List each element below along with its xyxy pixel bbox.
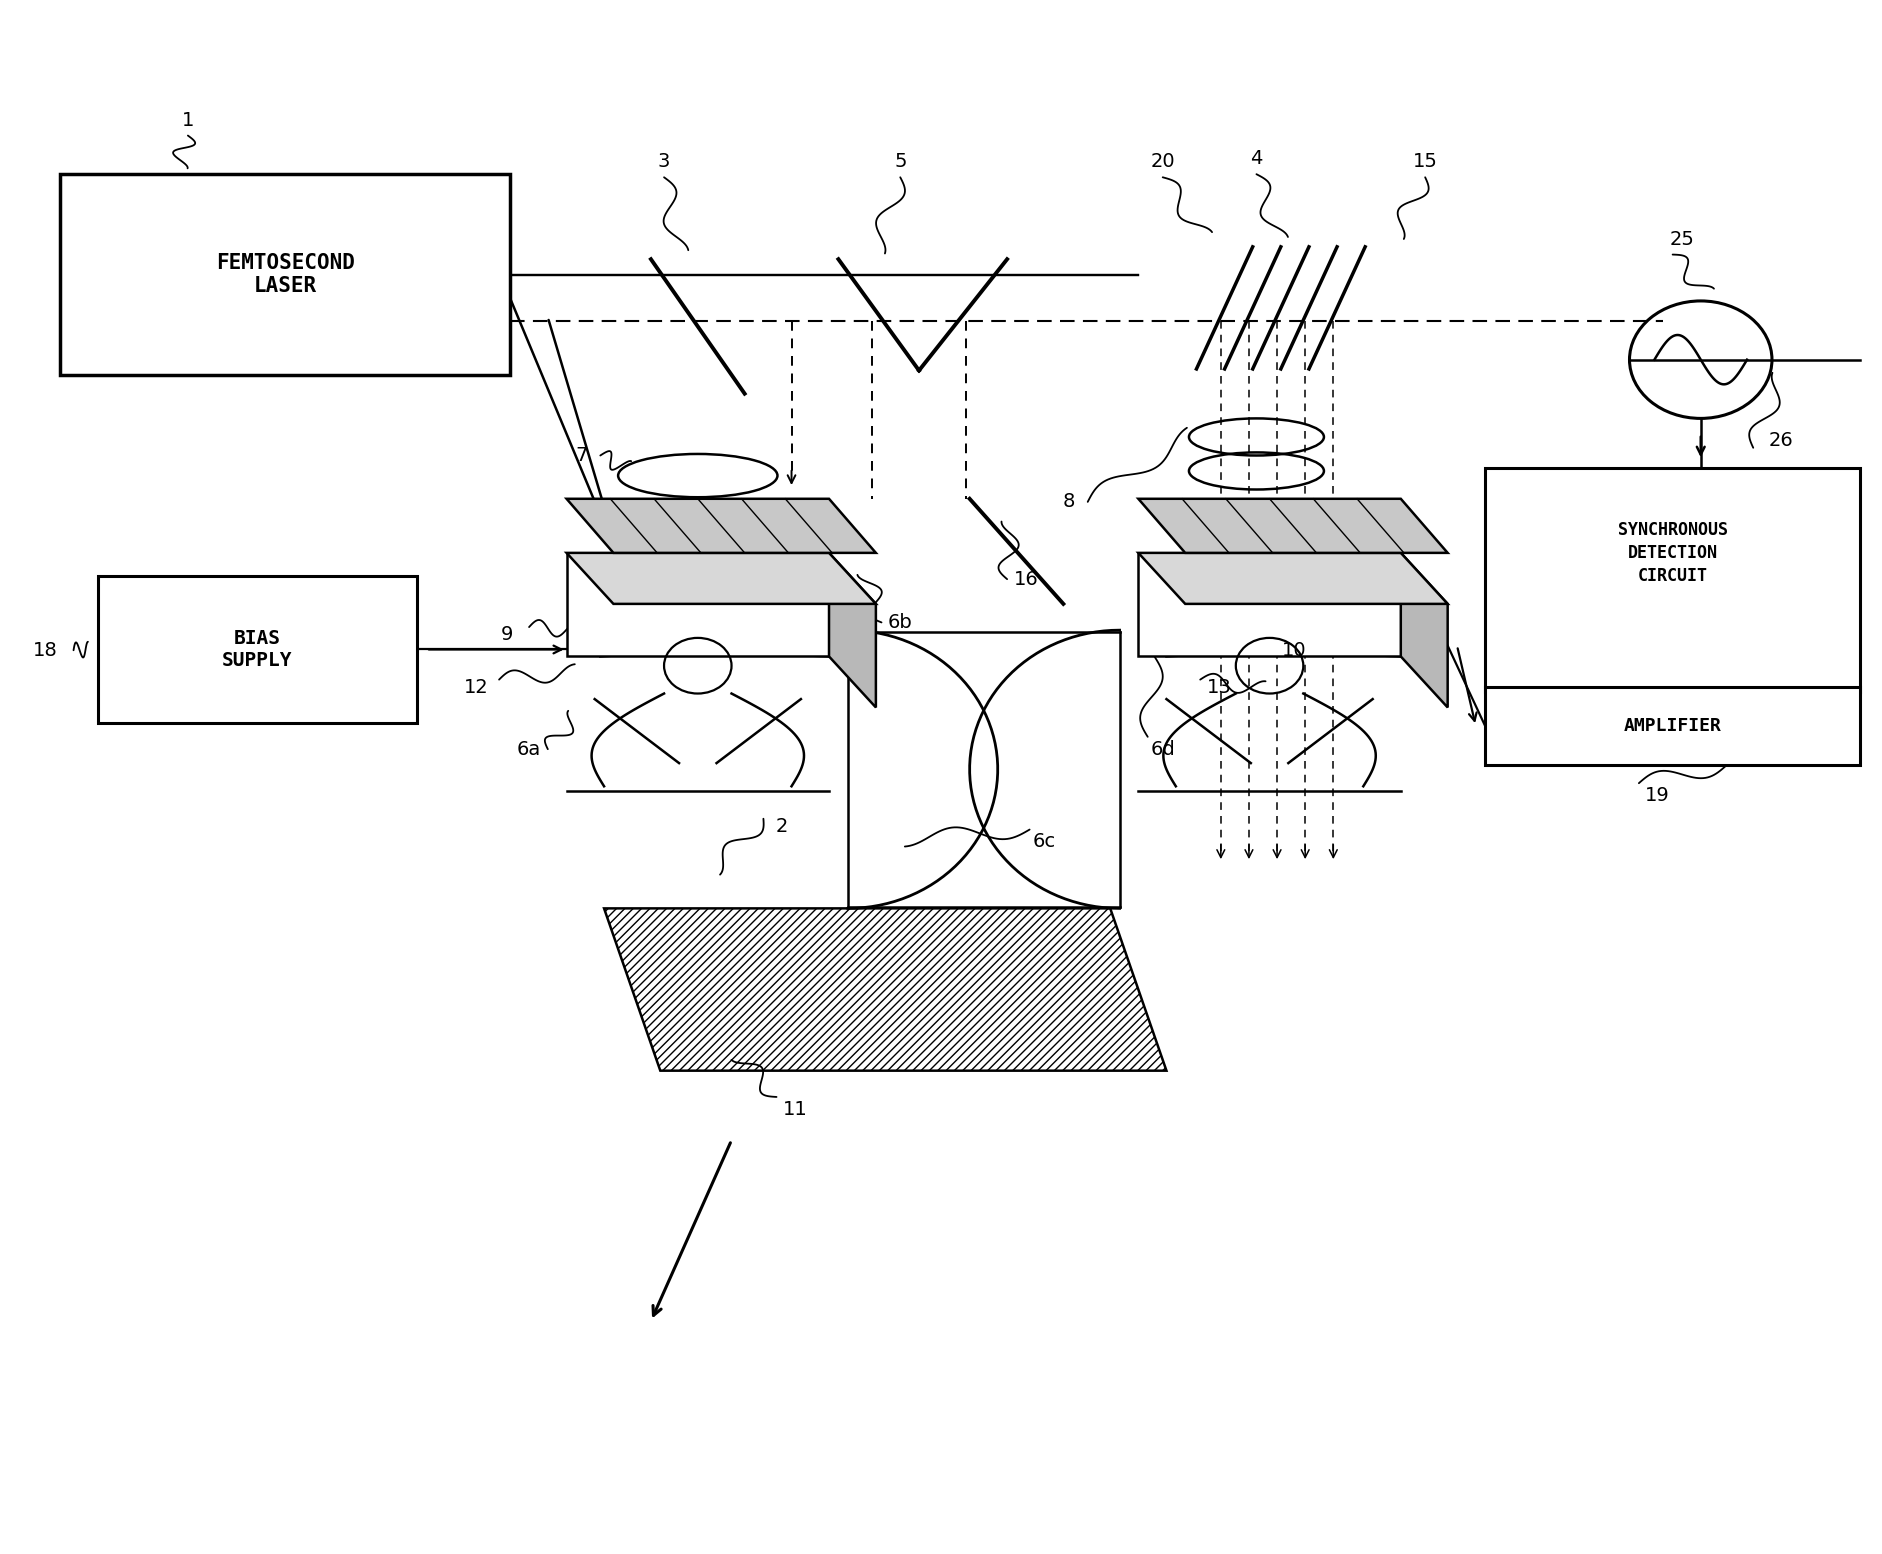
Text: 6a: 6a [518, 740, 540, 758]
Text: 11: 11 [783, 1100, 807, 1119]
Text: 6c: 6c [1033, 833, 1056, 852]
Text: SYNCHRONOUS
DETECTION
CIRCUIT: SYNCHRONOUS DETECTION CIRCUIT [1617, 521, 1726, 584]
Text: AMPLIFIER: AMPLIFIER [1622, 716, 1720, 735]
Text: 3: 3 [657, 152, 670, 171]
Text: 16: 16 [1013, 570, 1037, 589]
Polygon shape [566, 553, 875, 605]
Polygon shape [1139, 553, 1400, 656]
Text: 9: 9 [501, 625, 512, 645]
Text: 20: 20 [1150, 152, 1174, 171]
FancyBboxPatch shape [98, 577, 416, 723]
Text: 10: 10 [1282, 640, 1306, 660]
Text: 13: 13 [1206, 678, 1231, 696]
Polygon shape [1139, 499, 1447, 553]
Text: 19: 19 [1645, 786, 1669, 805]
Polygon shape [566, 553, 828, 656]
Text: 6b: 6b [888, 612, 913, 632]
Text: 26: 26 [1767, 430, 1794, 449]
Text: 25: 25 [1669, 230, 1694, 249]
FancyBboxPatch shape [1485, 687, 1859, 765]
Text: 4: 4 [1250, 149, 1263, 168]
Text: 15: 15 [1412, 152, 1436, 171]
Polygon shape [1400, 553, 1447, 707]
FancyBboxPatch shape [1485, 468, 1859, 692]
Polygon shape [566, 499, 875, 553]
Text: 12: 12 [465, 678, 489, 696]
Text: FEMTOSECOND
LASER: FEMTOSECOND LASER [216, 253, 354, 297]
FancyBboxPatch shape [60, 174, 510, 375]
Text: BIAS
SUPPLY: BIAS SUPPLY [222, 629, 292, 670]
Text: 1: 1 [181, 110, 194, 129]
Text: 2: 2 [775, 817, 789, 836]
Text: 7: 7 [576, 446, 587, 465]
Polygon shape [1139, 553, 1447, 605]
Text: 6d: 6d [1150, 740, 1174, 758]
Text: 5: 5 [894, 152, 905, 171]
Text: 8: 8 [1061, 493, 1075, 511]
Polygon shape [828, 553, 875, 707]
Text: 18: 18 [34, 640, 58, 660]
